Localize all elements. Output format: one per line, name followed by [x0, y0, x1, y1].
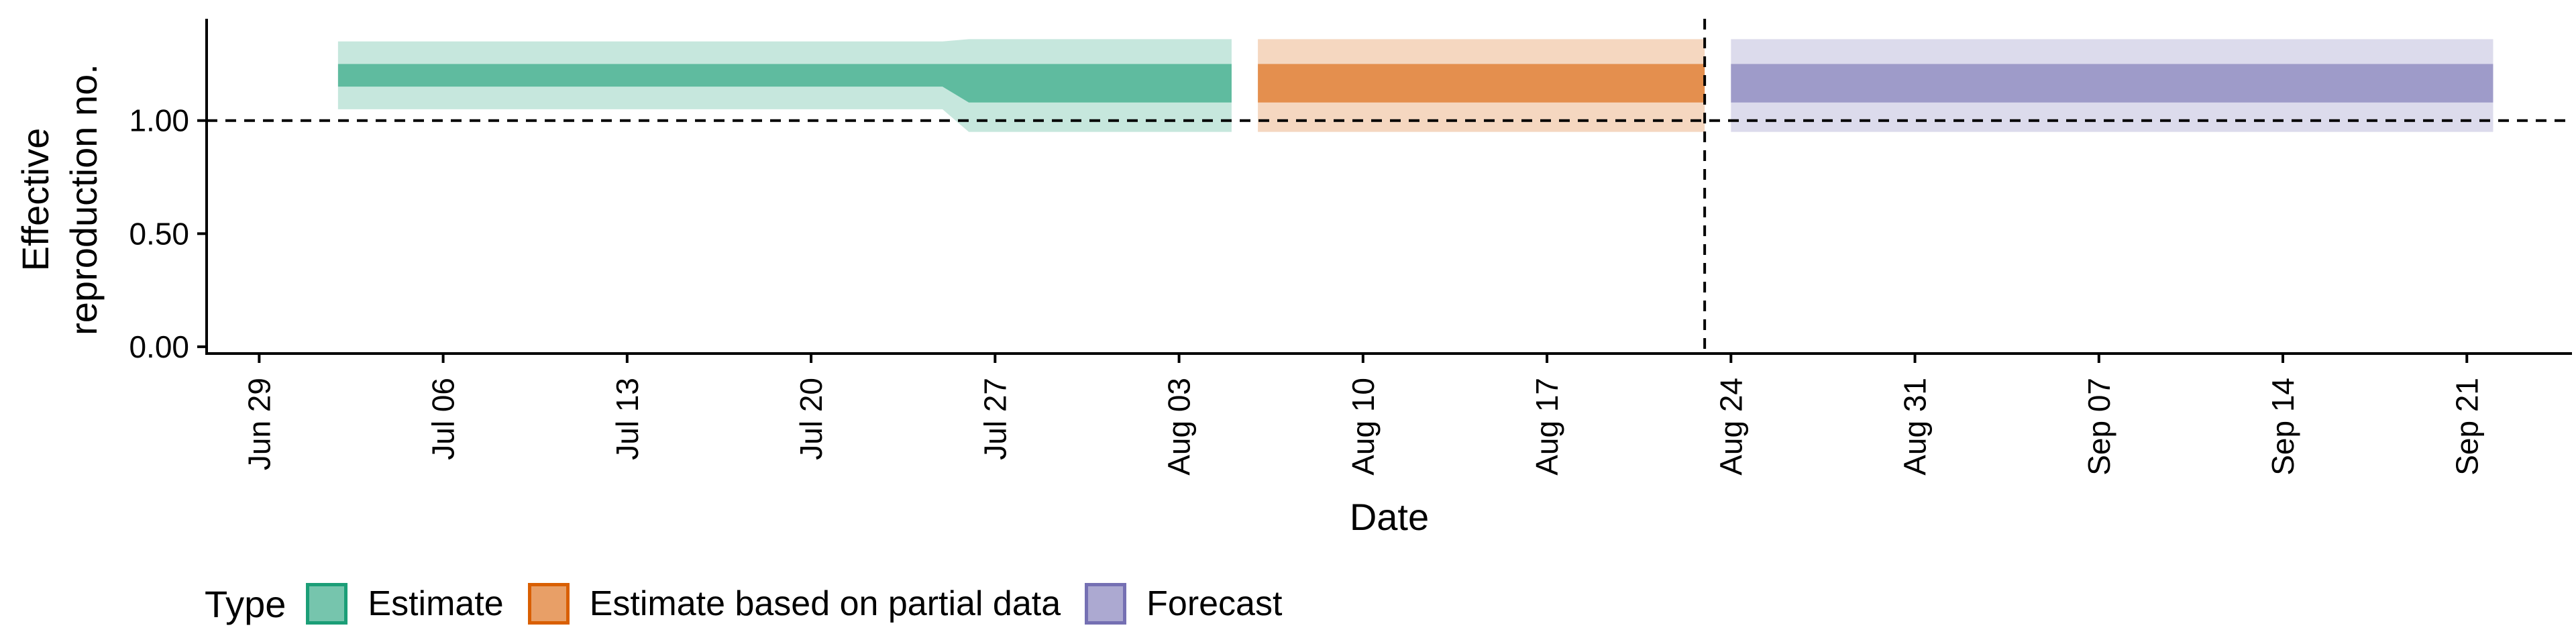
x-tick-label: Aug 10 [1346, 378, 1381, 476]
y-ticks: 0.00 0.50 1.00 [129, 103, 207, 364]
band-inner-partial [1258, 64, 1705, 103]
y-axis-label-line1: Effective [14, 128, 56, 272]
band-inner-forecast [1731, 64, 2493, 103]
y-tick-label: 0.00 [129, 329, 189, 364]
y-axis-label-line2: reproduction no. [62, 64, 105, 335]
x-tick-label: Jun 29 [241, 378, 276, 470]
x-tick-label: Sep 07 [2082, 378, 2116, 476]
legend-item-partial: Estimate based on partial data [527, 583, 1061, 625]
legend-key-estimate [306, 583, 348, 625]
legend-label-estimate: Estimate [368, 584, 504, 623]
x-ticks: Jun 29 Jul 06 Jul 13 Jul 20 Jul 27 Aug 03 Aug … [241, 354, 2484, 476]
x-tick-label: Aug 17 [1529, 378, 1564, 476]
x-tick-label: Jul 20 [794, 378, 828, 460]
band-inner-estimate [337, 64, 1232, 103]
x-tick-label: Sep 21 [2449, 378, 2484, 476]
y-tick-label: 0.50 [129, 216, 189, 251]
x-tick-label: Jul 27 [977, 378, 1012, 460]
x-axis-label: Date [1350, 496, 1429, 538]
legend-label-partial: Estimate based on partial data [589, 584, 1061, 623]
x-tick-label: Aug 31 [1898, 378, 1933, 476]
legend-key-partial [527, 583, 570, 625]
band-layer [337, 39, 2493, 132]
legend-title: Type [205, 582, 286, 625]
x-tick-label: Jul 13 [610, 378, 645, 460]
x-tick-label: Jul 06 [426, 378, 461, 460]
x-tick-label: Aug 24 [1713, 378, 1748, 476]
legend-item-estimate: Estimate [306, 583, 504, 625]
y-tick-label: 1.00 [129, 103, 189, 138]
x-tick-label: Aug 03 [1162, 378, 1197, 476]
legend-label-forecast: Forecast [1146, 584, 1283, 623]
legend-key-forecast [1085, 583, 1127, 625]
x-tick-label: Sep 14 [2265, 378, 2300, 476]
legend: Type Estimate Estimate based on partial … [205, 577, 1306, 631]
legend-item-forecast: Forecast [1085, 583, 1282, 625]
